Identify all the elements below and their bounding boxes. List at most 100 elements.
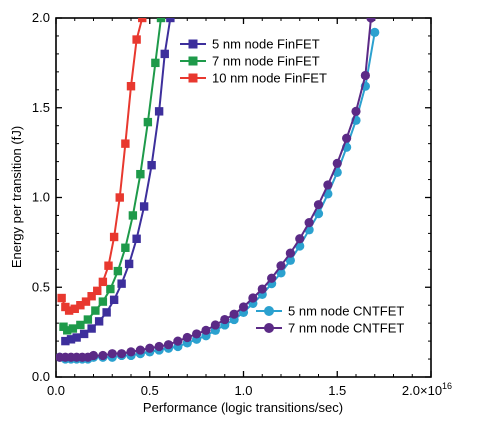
legend-label: 10 nm node FinFET — [212, 71, 327, 86]
data-point-10-nm-node-finfet — [98, 277, 108, 287]
data-point-7-nm-node-cntfet — [229, 309, 239, 319]
data-point-10-nm-node-finfet — [87, 292, 96, 301]
x-tick-label: 0.0 — [47, 383, 65, 398]
y-tick-label: 0.5 — [32, 279, 50, 294]
data-point-7-nm-node-cntfet — [323, 180, 333, 190]
data-point-5-nm-node-finfet — [139, 202, 149, 211]
data-point-7-nm-node-cntfet — [192, 329, 202, 339]
data-point-10-nm-node-finfet — [93, 286, 102, 296]
data-point-7-nm-node-cntfet — [332, 158, 342, 168]
data-point-7-nm-node-finfet — [76, 320, 85, 330]
data-point-7-nm-node-cntfet — [220, 314, 230, 325]
data-point-7-nm-node-cntfet — [135, 345, 145, 355]
data-point-7-nm-node-finfet — [106, 284, 115, 294]
data-point-7-nm-node-cntfet — [145, 343, 155, 353]
data-point-10-nm-node-finfet — [70, 304, 79, 313]
data-point-10-nm-node-finfet — [76, 301, 85, 310]
data-point-5-nm-node-finfet — [132, 234, 141, 243]
data-point-5-nm-node-finfet — [72, 333, 81, 342]
data-point-5-nm-node-finfet — [117, 279, 126, 288]
data-point-7-nm-node-finfet — [121, 243, 130, 252]
data-point-7-nm-node-cntfet — [126, 347, 136, 357]
data-point-5-nm-node-finfet — [154, 107, 164, 116]
legend-label: 5 nm node CNTFET — [288, 304, 404, 319]
data-point-10-nm-node-finfet — [81, 297, 91, 306]
y-axis-label: Energy per transition (fJ) — [9, 126, 24, 268]
x-tick-label: 0.5 — [141, 383, 159, 398]
legend-label: 7 nm node FinFET — [212, 54, 320, 69]
data-point-7-nm-node-cntfet — [366, 18, 376, 23]
data-point-7-nm-node-finfet — [151, 58, 160, 68]
data-point-7-nm-node-finfet — [91, 306, 100, 315]
data-point-7-nm-node-cntfet — [173, 336, 183, 346]
y-tick-label: 2.0 — [32, 10, 50, 25]
data-point-7-nm-node-cntfet — [107, 349, 117, 359]
legend-label: 5 nm node FinFET — [212, 37, 320, 52]
legend-entry-7-nm-node-cntfet: 7 nm node CNTFET — [256, 321, 404, 336]
data-point-7-nm-node-cntfet — [182, 332, 192, 343]
data-point-5-nm-node-cntfet — [313, 209, 324, 219]
data-point-7-nm-node-cntfet — [276, 261, 286, 271]
data-point-7-nm-node-cntfet — [88, 350, 99, 361]
data-point-7-nm-node-cntfet — [342, 133, 352, 143]
data-point-7-nm-node-finfet — [113, 266, 123, 276]
axis-ticks: 0.00.0 0.5 0.5 1.0 1.0 1.5 1.5 2.0×1016 2.0 — [32, 10, 452, 398]
data-point-7-nm-node-cntfet — [238, 302, 249, 312]
data-point-5-nm-node-finfet — [66, 335, 76, 344]
data-point-7-nm-node-cntfet — [248, 293, 258, 303]
y-tick-label: 1.5 — [32, 100, 50, 115]
data-point-5-nm-node-finfet — [124, 259, 134, 269]
data-point-5-nm-node-finfet — [79, 329, 89, 339]
data-point-10-nm-node-finfet — [64, 306, 74, 315]
data-point-5-nm-node-finfet — [160, 49, 169, 59]
data-point-5-nm-node-finfet — [109, 295, 119, 305]
data-point-10-nm-node-finfet — [109, 232, 119, 242]
x-axis-label: Performance (logic transitions/sec) — [143, 400, 343, 415]
legend-entry-5-nm-node-finfet: 5 nm node FinFET — [180, 37, 320, 52]
data-point-7-nm-node-finfet — [143, 117, 153, 127]
x-tick-exponent: 16 — [442, 381, 452, 391]
data-point-7-nm-node-finfet — [136, 169, 145, 179]
y-tick-label: 0.0 — [32, 369, 50, 384]
data-point-10-nm-node-finfet — [132, 35, 141, 44]
data-point-5-nm-node-finfet — [94, 317, 104, 326]
data-series — [56, 18, 380, 364]
data-point-7-nm-node-finfet — [63, 326, 72, 335]
data-point-7-nm-node-cntfet — [117, 349, 127, 359]
data-point-7-nm-node-cntfet — [285, 248, 295, 258]
data-point-5-nm-node-finfet — [61, 336, 70, 346]
data-point-7-nm-node-cntfet — [201, 325, 211, 335]
data-point-10-nm-node-finfet — [121, 139, 130, 148]
data-point-7-nm-node-finfet — [83, 315, 93, 324]
data-point-7-nm-node-cntfet — [360, 70, 370, 81]
data-point-7-nm-node-cntfet — [351, 106, 361, 116]
legend-marker — [264, 306, 274, 316]
data-point-7-nm-node-cntfet — [295, 234, 305, 244]
legend-marker — [188, 73, 198, 83]
data-point-10-nm-node-finfet — [138, 18, 147, 23]
legend-entry-7-nm-node-finfet: 7 nm node FinFET — [180, 54, 320, 69]
data-point-10-nm-node-finfet — [126, 82, 136, 91]
data-point-5-nm-node-finfet — [87, 324, 96, 333]
data-point-10-nm-node-finfet — [115, 193, 124, 202]
x-tick-label: 1.0 — [234, 383, 252, 398]
data-point-7-nm-node-cntfet — [313, 200, 324, 210]
data-point-7-nm-node-cntfet — [257, 284, 267, 294]
data-point-5-nm-node-finfet — [166, 18, 175, 23]
data-point-10-nm-node-finfet — [104, 261, 113, 270]
data-point-7-nm-node-cntfet — [267, 273, 277, 283]
data-point-5-nm-node-finfet — [102, 308, 111, 317]
data-point-5-nm-node-finfet — [147, 160, 156, 170]
legend-entry-5-nm-node-cntfet: 5 nm node CNTFET — [256, 304, 404, 319]
data-point-7-nm-node-cntfet — [163, 340, 174, 350]
series-line-7-nm-node-finfet — [62, 18, 162, 332]
data-point-7-nm-node-finfet — [68, 324, 78, 333]
data-point-7-nm-node-cntfet — [304, 218, 314, 228]
legend-marker — [264, 323, 274, 333]
data-point-7-nm-node-finfet — [156, 18, 166, 23]
legend-marker — [188, 39, 198, 49]
data-point-5-nm-node-cntfet — [276, 268, 286, 278]
y-tick-label: 1.0 — [32, 190, 50, 205]
data-point-7-nm-node-cntfet — [154, 341, 164, 352]
